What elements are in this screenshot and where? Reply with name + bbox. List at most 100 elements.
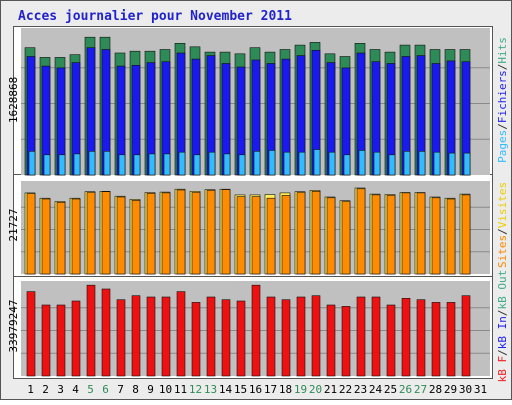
axis-max-label-bandwidth: 33979247	[7, 300, 20, 353]
legend-entry: kB F	[496, 356, 509, 383]
x-tick-label: 21	[324, 383, 337, 396]
bar-visits-sites-24	[371, 194, 381, 275]
bar-visits-sites-21	[326, 197, 336, 275]
legend-entry: /	[496, 123, 509, 130]
bar-hits-pages-19	[298, 151, 306, 176]
bar-hits-pages-23	[358, 150, 366, 176]
legend-entry: Visites	[496, 182, 509, 228]
bar-hits-pages-12	[193, 154, 201, 176]
axis-max-label-hits: 1628868	[7, 77, 20, 123]
bar-hits-pages-18	[283, 151, 291, 176]
bar-hits-pages-30	[463, 152, 471, 176]
bar-bandwidth-kb-f-24	[371, 296, 381, 377]
bar-bandwidth-kb-f-17	[266, 296, 276, 377]
bar-hits-pages-3	[58, 154, 66, 176]
legend-entry: Hits	[496, 37, 509, 64]
bar-bandwidth-kb-f-3	[56, 304, 66, 377]
bar-visits-sites-2	[41, 198, 51, 275]
bar-hits-pages-1	[28, 151, 36, 176]
x-tick-label: 18	[279, 383, 292, 396]
bar-visits-sites-7	[116, 196, 126, 275]
bar-visits-sites-22	[341, 201, 351, 275]
x-tick-label: 24	[369, 383, 383, 396]
bar-bandwidth-kb-f-30	[461, 295, 471, 377]
x-tick-label: 3	[57, 383, 64, 396]
bar-visits-sites-28	[431, 197, 441, 275]
bar-visits-sites-9	[146, 193, 156, 275]
chart-title: Acces journalier pour November 2011	[18, 9, 292, 24]
x-tick-label: 13	[204, 383, 217, 396]
bar-visits-sites-25	[386, 195, 396, 275]
bar-bandwidth-kb-f-12	[191, 302, 201, 377]
legend-entry: /	[496, 64, 509, 71]
bar-bandwidth-kb-f-4	[71, 300, 81, 377]
bar-hits-pages-28	[433, 151, 441, 176]
bar-hits-pages-7	[118, 154, 126, 176]
x-tick-label: 16	[249, 383, 262, 396]
bar-hits-pages-11	[178, 151, 186, 176]
bar-bandwidth-kb-f-22	[341, 306, 351, 377]
bar-visits-sites-23	[356, 188, 366, 275]
x-tick-label: 31	[474, 383, 487, 396]
bar-visits-sites-16	[251, 196, 261, 275]
bar-hits-pages-25	[388, 154, 396, 176]
x-tick-label: 15	[234, 383, 247, 396]
bar-hits-pages-15	[238, 154, 246, 176]
bar-hits-pages-8	[133, 154, 141, 176]
legend-entry: kB In	[496, 316, 509, 349]
x-tick-label: 12	[189, 383, 202, 396]
x-tick-label: 7	[117, 383, 124, 396]
legend-entry: Fichiers	[496, 70, 509, 123]
bar-bandwidth-kb-f-1	[26, 291, 36, 377]
bar-hits-pages-13	[208, 151, 216, 176]
x-tick-label: 2	[42, 383, 49, 396]
bar-bandwidth-kb-f-5	[86, 284, 96, 377]
x-tick-label: 1	[27, 383, 34, 396]
x-tick-label: 11	[174, 383, 187, 396]
bar-hits-pages-17	[268, 150, 276, 176]
legend-visits: Sites/Visites	[496, 182, 509, 268]
bar-hits-pages-24	[373, 151, 381, 176]
bar-hits-pages-16	[253, 151, 261, 176]
x-tick-label: 8	[132, 383, 139, 396]
bar-bandwidth-kb-f-9	[146, 296, 156, 377]
bar-hits-pages-9	[148, 153, 156, 176]
x-tick-label: 9	[147, 383, 154, 396]
bar-visits-sites-27	[416, 192, 426, 275]
bar-bandwidth-kb-f-7	[116, 299, 126, 377]
bar-visits-sites-10	[161, 192, 171, 275]
x-tick-label: 14	[219, 383, 233, 396]
legend-entry: /	[496, 349, 509, 356]
x-tick-label: 6	[102, 383, 109, 396]
bar-hits-pages-26	[403, 151, 411, 176]
legend-entry: /	[496, 309, 509, 316]
x-tick-label: 17	[264, 383, 277, 396]
bar-bandwidth-kb-f-6	[101, 288, 111, 377]
axis-max-label-visits: 21727	[7, 208, 20, 241]
bar-visits-sites-18	[281, 195, 291, 275]
bar-hits-pages-14	[223, 153, 231, 176]
bar-visits-sites-1	[26, 193, 36, 275]
x-tick-label: 30	[459, 383, 472, 396]
panel-bandwidth: 33979247 kB F/kB In/kB Out	[7, 270, 509, 383]
bar-hits-pages-2	[43, 154, 51, 176]
bar-visits-sites-29	[446, 198, 456, 275]
bar-visits-sites-8	[131, 200, 141, 275]
bar-visits-sites-30	[461, 194, 471, 275]
bar-hits-pages-6	[103, 151, 111, 176]
x-tick-label: 10	[159, 383, 172, 396]
bar-bandwidth-kb-f-11	[176, 291, 186, 377]
bar-hits-pages-21	[328, 151, 336, 176]
x-tick-label: 25	[384, 383, 397, 396]
bar-bandwidth-kb-f-23	[356, 296, 366, 377]
bar-visits-sites-3	[56, 202, 66, 275]
x-tick-label: 4	[72, 383, 79, 396]
legend-bandwidth: kB F/kB In/kB Out	[496, 270, 509, 383]
bar-bandwidth-kb-f-13	[206, 296, 216, 377]
bar-visits-sites-4	[71, 198, 81, 275]
bar-bandwidth-kb-f-29	[446, 302, 456, 377]
legend-entry: /	[496, 228, 509, 235]
bar-bandwidth-kb-f-27	[416, 299, 426, 377]
